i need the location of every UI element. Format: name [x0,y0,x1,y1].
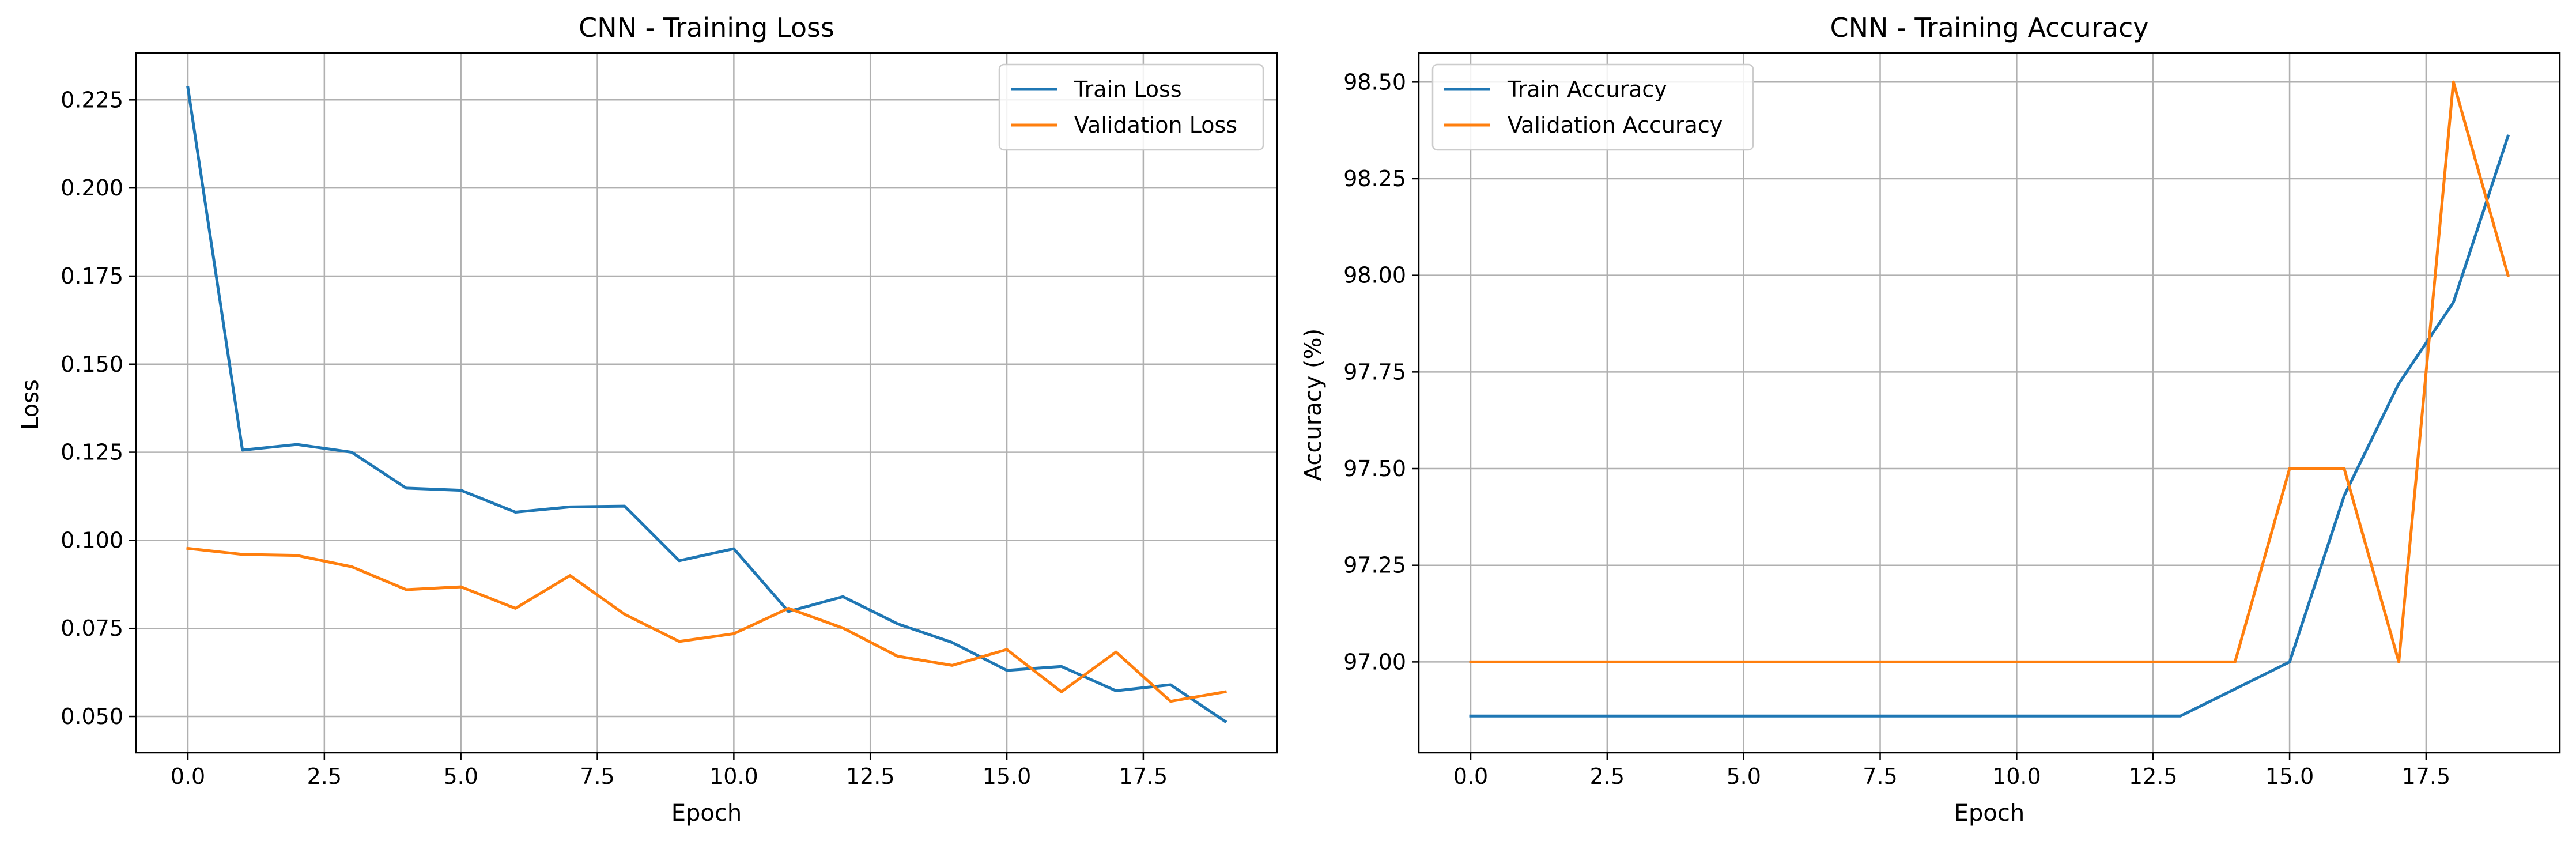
loss-chart-ytick-label: 0.150 [61,352,123,377]
loss-chart-xtick-label: 5.0 [443,764,478,789]
loss-chart-frame [135,52,1278,754]
accuracy-chart-frame [1418,52,2561,754]
loss-chart-legend-box [998,63,1264,151]
loss-chart-ytick-label: 0.175 [61,263,123,289]
accuracy-chart-legend-label-1: Validation Accuracy [1508,112,1723,138]
loss-chart-series-line-1 [186,546,1227,703]
accuracy-chart-ytick-label: 97.25 [1343,553,1406,578]
loss-chart-ytick-label: 0.225 [61,87,123,112]
accuracy-chart-ytick-label: 98.00 [1343,263,1406,288]
accuracy-chart-legend-box [1431,63,1754,151]
loss-chart: CNN - Training Loss Loss Epoch 0.0 2.5 5.0… [17,12,1278,827]
loss-chart-legend-label-1: Validation Loss [1074,112,1237,138]
accuracy-chart: CNN - Training Accuracy Accuracy (%) Epo… [1300,12,2561,827]
loss-chart-xtick-label: 7.5 [580,764,614,789]
accuracy-chart-ticks: 0.0 2.5 5.0 7.5 10.0 12.5 15.0 17.5 97.00 97.25 97… [1343,69,2450,789]
loss-chart-xtick-label: 0.0 [171,764,205,789]
accuracy-chart-xtick-label: 15.0 [2265,764,2314,789]
accuracy-chart-xtick-label: 0.0 [1453,764,1488,789]
accuracy-chart-ytick-label: 98.50 [1343,69,1406,95]
loss-chart-xtick-label: 10.0 [709,764,758,789]
accuracy-chart-series [1469,80,2510,718]
loss-chart-legend: Train Loss Validation Loss [998,63,1264,151]
loss-chart-xtick-label: 12.5 [846,764,895,789]
accuracy-chart-xtick-label: 5.0 [1726,764,1761,789]
loss-chart-grid [136,53,1277,753]
loss-chart-xtick-label: 2.5 [307,764,342,789]
loss-chart-series-line-0 [186,86,1227,724]
loss-chart-series [186,86,1227,724]
loss-chart-ylabel: Loss [17,379,44,430]
loss-chart-ytick-label: 0.075 [61,616,123,641]
loss-chart-ytick-label: 0.200 [61,175,123,201]
accuracy-chart-xlabel: Epoch [1954,800,2024,827]
accuracy-chart-ylabel: Accuracy (%) [1300,329,1327,481]
loss-chart-xtick-label: 17.5 [1119,764,1168,789]
accuracy-chart-xtick-label: 10.0 [1992,764,2041,789]
accuracy-chart-xtick-label: 17.5 [2402,764,2451,789]
accuracy-chart-ytick-label: 98.25 [1343,166,1406,191]
accuracy-chart-xtick-label: 12.5 [2129,764,2178,789]
loss-chart-ytick-label: 0.125 [61,440,123,465]
accuracy-chart-title: CNN - Training Accuracy [1830,12,2149,43]
accuracy-chart-ytick-label: 97.75 [1343,359,1406,384]
accuracy-chart-ytick-label: 97.50 [1343,456,1406,481]
loss-chart-xtick-label: 15.0 [983,764,1032,789]
loss-chart-xlabel: Epoch [671,800,742,827]
loss-chart-legend-label-0: Train Loss [1074,77,1182,102]
loss-chart-ticks: 0.0 2.5 5.0 7.5 10.0 12.5 15.0 17.5 0.050 0.075 0.… [61,87,1168,789]
loss-chart-title: CNN - Training Loss [579,12,834,43]
accuracy-chart-legend-label-0: Train Accuracy [1507,77,1667,102]
accuracy-chart-series-line-1 [1469,80,2510,663]
accuracy-chart-legend: Train Accuracy Validation Accuracy [1431,63,1754,151]
accuracy-chart-xtick-label: 2.5 [1590,764,1625,789]
loss-chart-ytick-label: 0.050 [61,704,123,729]
accuracy-chart-xtick-label: 7.5 [1863,764,1897,789]
loss-chart-ytick-label: 0.100 [61,527,123,553]
accuracy-chart-ytick-label: 97.00 [1343,649,1406,674]
accuracy-chart-series-line-0 [1469,134,2510,718]
